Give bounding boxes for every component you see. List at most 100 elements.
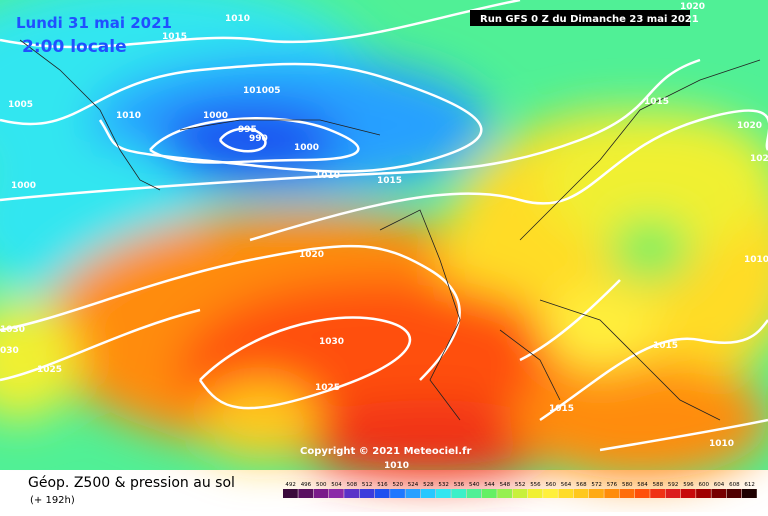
isobar-label: 1005 (8, 100, 33, 110)
scale-label: 496 (301, 482, 312, 488)
scale-swatch (589, 489, 604, 498)
scale-swatch (634, 489, 650, 498)
scale-label: 500 (316, 482, 327, 488)
scale-label: 516 (377, 482, 388, 488)
scale-label: 572 (591, 482, 602, 488)
scale-label: 552 (515, 482, 526, 488)
scale-label: 580 (622, 482, 633, 488)
scale-label: 532 (438, 482, 449, 488)
scale-swatch (604, 489, 620, 498)
scale-swatch (481, 489, 497, 498)
scale-swatch (298, 489, 314, 498)
footer-lead: (+ 192h) (30, 495, 75, 506)
scale-label: 564 (561, 482, 572, 488)
scale-swatch (374, 489, 390, 498)
scale-swatch (726, 489, 742, 498)
scale-label: 592 (668, 482, 679, 488)
scale-swatch (390, 489, 405, 498)
scale-label: 520 (393, 482, 404, 488)
scale-swatch (436, 489, 451, 498)
run-label: Run GFS 0 Z du Dimanche 23 mai 2021 (480, 14, 699, 25)
isobar-label: 1010 (116, 111, 141, 121)
scale-swatch (742, 489, 757, 498)
scale-swatch (313, 489, 329, 498)
copyright: Copyright © 2021 Meteociel.fr (300, 446, 471, 457)
isobar-label: 1010 (315, 171, 340, 181)
isobar-label: 1020 (680, 2, 705, 12)
scale-swatch (573, 489, 589, 498)
isobar-label: 1010 (225, 14, 250, 24)
scale-swatch (680, 489, 696, 498)
scale-label: 504 (331, 482, 342, 488)
scale-label: 608 (729, 482, 740, 488)
scale-label: 596 (683, 482, 694, 488)
isobar-label: 030 (0, 346, 19, 356)
scale-label: 604 (714, 482, 725, 488)
scale-swatch (650, 489, 665, 498)
scale-swatch (344, 489, 359, 498)
scale-label: 568 (576, 482, 587, 488)
scale-swatch (497, 489, 512, 498)
coastlines (19, 39, 761, 421)
scale-label: 508 (347, 482, 358, 488)
isobar-label: 1010 (744, 255, 768, 265)
scale-label: 588 (653, 482, 664, 488)
scale-label: 600 (699, 482, 710, 488)
scale-label: 544 (484, 482, 495, 488)
scale-swatch (359, 489, 375, 498)
scale-label: 584 (637, 482, 648, 488)
scale-label: 492 (285, 482, 296, 488)
scale-swatch (512, 489, 528, 498)
isobar-label: 990 (249, 134, 268, 144)
isobar-label: 101005 (243, 86, 281, 96)
isobar-label: 1030 (0, 325, 25, 335)
isobar-label: 1000 (11, 181, 36, 191)
scale-label: 536 (454, 482, 465, 488)
geopotential-field (0, 0, 768, 480)
isobar-label: 1000 (294, 143, 319, 153)
isobar-label: 1015 (377, 176, 402, 186)
isobar-label: 1030 (319, 337, 344, 347)
scale-label: 512 (362, 482, 373, 488)
scale-label: 612 (744, 482, 755, 488)
scale-swatch (466, 489, 482, 498)
isobar-label: 1020 (299, 250, 324, 260)
scale-label: 556 (530, 482, 541, 488)
scale-label: 528 (423, 482, 434, 488)
isobar-label: 995 (238, 125, 257, 135)
isobar-label: 1025 (37, 365, 62, 375)
scale-label: 548 (500, 482, 511, 488)
isobar-label: 1015 (162, 32, 187, 42)
isobar-label: 1015 (549, 404, 574, 414)
isobars (0, 0, 768, 452)
scale-swatch (328, 489, 344, 498)
isobar-label: 1015 (644, 97, 669, 107)
scale-label: 540 (469, 482, 480, 488)
scale-swatch (527, 489, 543, 498)
scale-label: 576 (607, 482, 618, 488)
scale-swatch (696, 489, 711, 498)
date-label: Lundi 31 mai 2021 (16, 14, 172, 32)
scale-swatch (711, 489, 727, 498)
isobar-label: 102 (750, 154, 768, 164)
time-label: 2:00 locale (22, 37, 127, 57)
isobar-label: 1010 (709, 439, 734, 449)
scale-label: 560 (546, 482, 557, 488)
isobar-label: 1010 (384, 461, 409, 471)
color-scale: 492 496 500 504 508 512 516 520 524 528 532 536 540 5… (283, 482, 757, 498)
run-box (470, 10, 690, 26)
scale-swatch (558, 489, 574, 498)
scale-swatch (420, 489, 436, 498)
scale-swatch (665, 489, 681, 498)
scale-swatch (543, 489, 558, 498)
isobar-label: 1015 (653, 341, 678, 351)
scale-swatch (283, 489, 298, 498)
isobar-label: 1000 (203, 111, 228, 121)
footer-title: Géop. Z500 & pression au sol (28, 475, 235, 491)
scale-swatch (405, 489, 421, 498)
scale-swatch (451, 489, 467, 498)
scale-swatch (619, 489, 635, 498)
scale-label: 524 (408, 482, 419, 488)
